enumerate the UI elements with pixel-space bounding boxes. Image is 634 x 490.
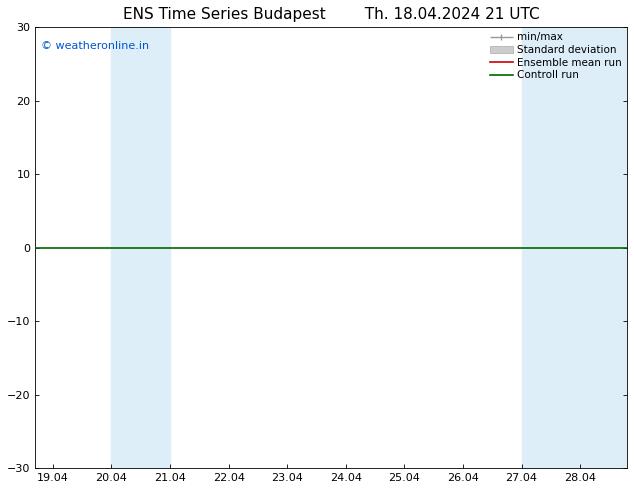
Bar bbox=[551, 27, 627, 468]
Text: © weatheronline.in: © weatheronline.in bbox=[41, 41, 150, 50]
Bar bbox=[141, 27, 170, 468]
Title: ENS Time Series Budapest        Th. 18.04.2024 21 UTC: ENS Time Series Budapest Th. 18.04.2024 … bbox=[123, 7, 540, 22]
Legend: min/max, Standard deviation, Ensemble mean run, Controll run: min/max, Standard deviation, Ensemble me… bbox=[488, 30, 624, 82]
Bar bbox=[112, 27, 141, 468]
Bar bbox=[522, 27, 551, 468]
